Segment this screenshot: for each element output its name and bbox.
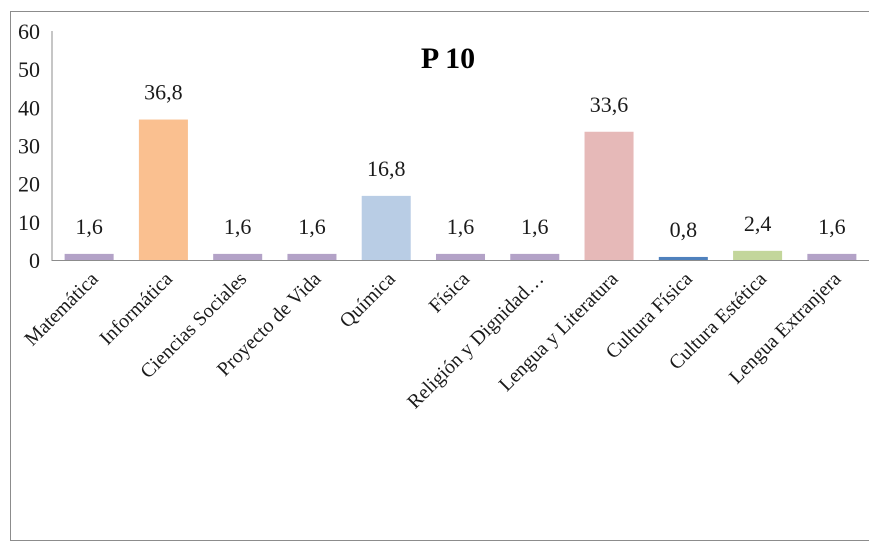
bar [584, 131, 634, 260]
bar [510, 253, 560, 260]
bars-group [64, 119, 857, 261]
data-label: 33,6 [590, 92, 629, 117]
data-label: 1,6 [298, 214, 326, 239]
data-labels-group: 1,6 36,8 1,6 1,6 16,8 1,6 1,6 33,6 0,8 2,4 1,6 [75, 80, 845, 242]
bar [435, 253, 486, 260]
data-label: 0,8 [670, 217, 698, 242]
data-label: 2,4 [744, 211, 772, 236]
data-label: 16,8 [367, 156, 406, 181]
y-tick-label: 50 [18, 57, 40, 82]
data-label: 1,6 [447, 214, 475, 239]
data-label: 1,6 [224, 214, 252, 239]
bar [807, 253, 857, 260]
y-tick-label: 10 [18, 210, 40, 235]
data-label: 36,8 [144, 80, 183, 105]
bar [287, 253, 337, 260]
y-tick-label: 40 [18, 95, 40, 120]
x-tick-label: Química [336, 268, 400, 332]
bar [138, 119, 188, 261]
bar [64, 253, 114, 260]
y-axis-ticks: 0 10 20 30 40 50 60 [18, 19, 40, 273]
data-label: 1,6 [521, 214, 549, 239]
x-tick-label: Matemática [20, 268, 102, 350]
bar [658, 256, 708, 260]
chart-title: P 10 [421, 42, 475, 75]
x-tick-label: Religión y Dignidad… [403, 268, 548, 413]
data-label: 1,6 [75, 214, 103, 239]
bar [361, 195, 411, 260]
x-tick-label: Física [425, 268, 474, 317]
y-tick-label: 60 [18, 19, 40, 44]
bar [733, 250, 783, 260]
x-tick-label: Informática [95, 268, 177, 350]
y-tick-label: 30 [18, 134, 40, 159]
bar [213, 253, 263, 260]
chart-frame [10, 11, 869, 541]
y-tick-label: 0 [29, 248, 40, 273]
y-tick-label: 20 [18, 172, 40, 197]
data-label: 1,6 [818, 214, 846, 239]
